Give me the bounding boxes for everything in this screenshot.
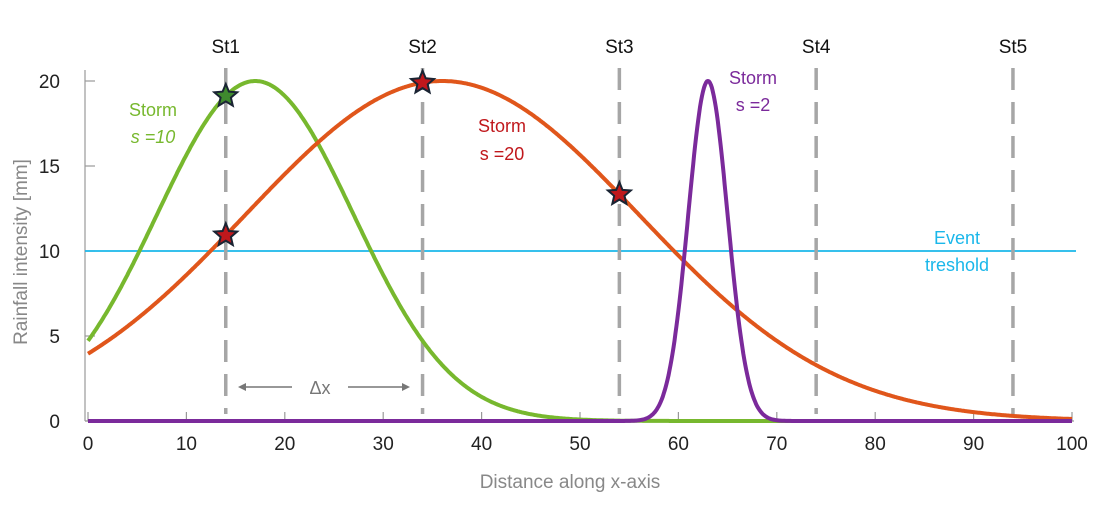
storm-s20-label-line2: s =20 [480, 144, 525, 164]
x-tick-label: 20 [274, 434, 295, 455]
station-label-st2: St2 [408, 37, 437, 58]
markers [211, 68, 634, 248]
y-tick-label: 15 [39, 157, 60, 178]
storm-s2-label-line2: s =2 [736, 95, 771, 115]
station-label-st5: St5 [999, 37, 1028, 58]
x-tick-label: 50 [569, 434, 590, 455]
storm-s20-label-line1: Storm [478, 116, 526, 136]
y-tick-label: 20 [39, 72, 60, 93]
x-tick-label: 80 [865, 434, 886, 455]
storm-s10-label-line2: s =10 [131, 127, 176, 147]
spacing-annotation: Δx [238, 378, 410, 398]
station-label-st3: St3 [605, 37, 634, 58]
station-marker-star [211, 220, 240, 248]
spacing-label: Δx [309, 378, 330, 398]
storm-s2-label-line1: Storm [729, 68, 777, 88]
threshold-label-line2: treshold [925, 255, 989, 275]
stations: St1 St2 St3 St4 St5 [211, 37, 1027, 414]
station-label-st4: St4 [802, 37, 831, 58]
x-tick-label: 0 [83, 434, 94, 455]
spacing-arrowhead-left [238, 383, 246, 391]
storm-s10-label-line1: Storm [129, 100, 177, 120]
y-tick-label: 0 [49, 412, 60, 433]
x-tick-label: 10 [176, 434, 197, 455]
x-tick-label: 70 [766, 434, 787, 455]
x-tick-label: 40 [471, 434, 492, 455]
spacing-arrowhead-right [402, 383, 410, 391]
axes: 0 5 10 15 20 0 10 20 30 40 50 60 70 80 90 100 [39, 70, 1088, 455]
series-line-s20 [86, 79, 1073, 421]
x-axis-label: Distance along x-axis [480, 472, 661, 493]
threshold-label-line1: Event [934, 228, 980, 248]
station-label-st1: St1 [211, 37, 240, 58]
x-tick-label: 100 [1056, 434, 1088, 455]
station-marker-star [211, 81, 240, 108]
x-tick-label: 30 [373, 434, 394, 455]
station-marker-star [605, 179, 634, 207]
y-tick-label: 5 [49, 327, 60, 348]
x-tick-label: 60 [668, 434, 689, 455]
y-axis-label: Rainfall intensity [mm] [11, 159, 32, 345]
series [86, 79, 1073, 423]
station-marker-star [408, 68, 437, 95]
y-tick-label: 10 [39, 242, 60, 263]
x-tick-label: 90 [963, 434, 984, 455]
series-line-s2 [87, 79, 1073, 423]
